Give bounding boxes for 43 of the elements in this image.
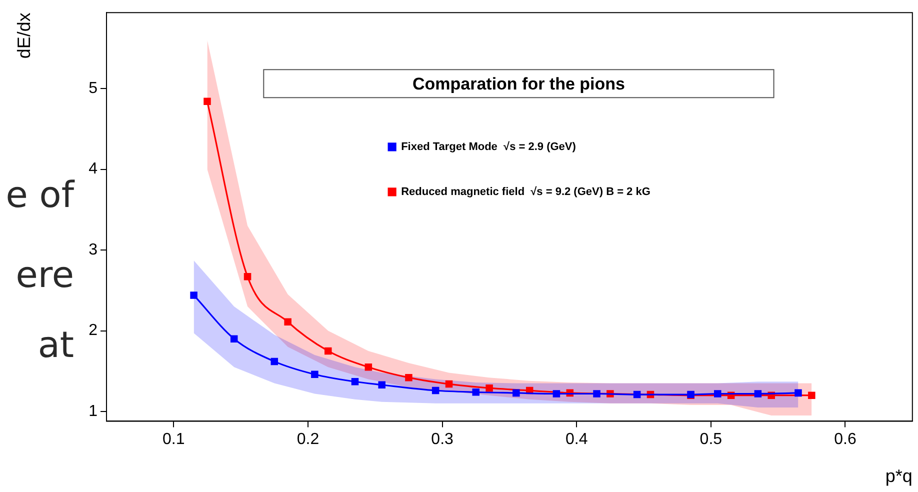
point: [754, 390, 762, 398]
text: Comparation for the pions: [412, 74, 625, 94]
y-tick-label: 2: [88, 322, 98, 340]
legend-label: Reduced magnetic field √s = 9.2 (GeV) B = 2 kG: [401, 186, 650, 198]
point: [378, 381, 386, 388]
point: [445, 380, 453, 388]
x-tick-label: 0.3: [431, 431, 454, 448]
x-tick-label: 0.4: [565, 431, 588, 448]
x-tick-label: 0.6: [834, 431, 856, 448]
text: at: [36, 325, 74, 366]
point: [633, 390, 641, 398]
point: [351, 378, 359, 386]
point: [486, 384, 493, 392]
y-axis-title: dE/dx: [14, 12, 34, 59]
point: [808, 392, 816, 399]
point: [190, 292, 198, 299]
x-tick-label: 0.2: [296, 431, 320, 448]
y-tick-label: 3: [88, 241, 98, 258]
point: [364, 363, 372, 371]
text: ere: [14, 255, 74, 296]
point: [794, 389, 802, 397]
point: [405, 374, 412, 382]
point: [512, 389, 520, 397]
x-tick-label: 0.1: [162, 431, 185, 448]
point: [714, 390, 722, 398]
point: [593, 390, 600, 398]
y-tick-label: 4: [88, 160, 98, 178]
legend-label: Fixed Target Mode √s = 2.9 (GeV): [401, 140, 576, 153]
point: [311, 370, 318, 378]
point: [472, 388, 480, 396]
x-tick-label: 0.5: [700, 431, 722, 448]
text: e of: [4, 175, 74, 216]
x-axis-title: p*q: [885, 466, 912, 486]
point: [270, 358, 278, 366]
point: [204, 98, 211, 106]
point: [324, 347, 332, 355]
point: [432, 386, 440, 394]
point: [244, 273, 252, 280]
y-tick-label: 1: [88, 402, 98, 420]
point: [552, 390, 560, 398]
point: [230, 335, 238, 342]
point: [284, 318, 292, 326]
y-tick-label: 5: [88, 80, 98, 97]
